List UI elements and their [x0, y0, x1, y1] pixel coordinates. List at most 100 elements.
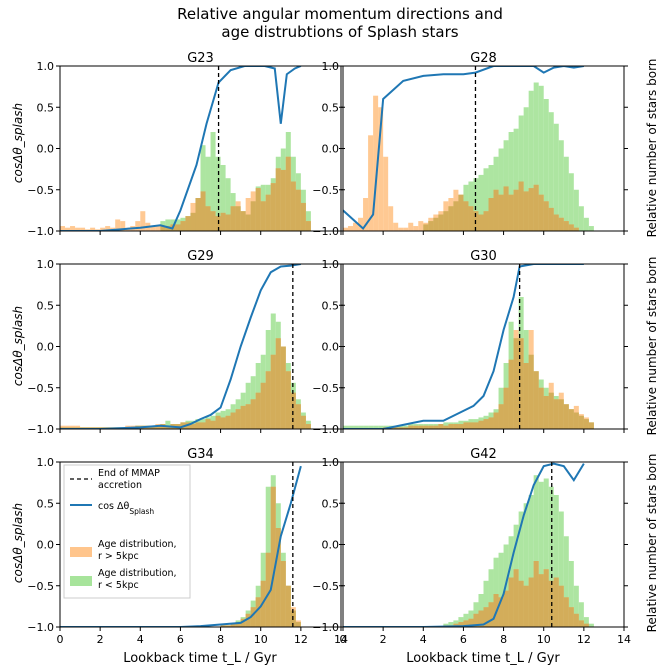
xtick-label: 4	[420, 633, 427, 646]
hist-overlap-bar	[533, 371, 539, 429]
xlabel-right: Lookback time t_L / Gyr	[406, 651, 560, 666]
ylabel-left-row2: cosΔθ_splash	[11, 306, 25, 386]
hist-outer-bar	[120, 221, 126, 231]
panel-G42: G42 −1.0 −0.5 0.0 0.5 1.0 0 2 4 6 8 10 12 14	[312, 447, 631, 646]
ytick-label: 0.5	[322, 101, 340, 114]
hist-overlap-bar	[175, 224, 181, 231]
ytick-label: −1.0	[312, 423, 339, 436]
hist-overlap-bar	[448, 424, 454, 429]
xtick-label: 6	[177, 633, 184, 646]
panel-frame	[342, 263, 625, 430]
hist-inner-bar	[518, 511, 524, 627]
legend-inner-label-2: r < 5kpc	[98, 580, 139, 591]
hist-outer-bar	[105, 226, 111, 231]
hist-overlap-bar	[483, 211, 489, 231]
hist-overlap-bar	[548, 392, 554, 429]
xtick-label: 8	[500, 633, 507, 646]
hist-overlap-bar	[305, 221, 311, 231]
hist-overlap-bar	[513, 338, 519, 429]
ytick-label: −0.5	[27, 184, 54, 197]
cos-line	[60, 465, 302, 627]
hist-overlap-bar	[290, 181, 296, 231]
hist-inner-bar	[528, 495, 534, 627]
hist-overlap-bar	[473, 613, 479, 627]
hist-outer-bar	[383, 156, 389, 231]
hist-overlap-bar	[443, 211, 449, 231]
hist-overlap-bar	[423, 425, 429, 429]
ytick-label: −1.0	[312, 225, 339, 238]
hist-inner-bar	[558, 511, 564, 627]
hist-overlap-bar	[543, 396, 549, 429]
panel-title: G29	[187, 249, 214, 264]
hist-overlap-bar	[413, 425, 419, 429]
hist-overlap-bar	[408, 425, 414, 429]
hist-overlap-bar	[225, 415, 231, 429]
hist-overlap-bar	[285, 371, 291, 429]
hist-overlap-bar	[503, 590, 509, 627]
panel-content	[60, 66, 311, 231]
hist-overlap-bar	[205, 419, 211, 429]
hist-inner-bar	[518, 115, 524, 231]
hist-inner-bar	[578, 602, 584, 627]
hist-overlap-bar	[483, 419, 489, 429]
hist-overlap-bar	[235, 206, 241, 231]
hist-inner-bar	[343, 425, 349, 429]
hist-overlap-bar	[295, 622, 301, 627]
hist-overlap-bar	[423, 224, 429, 231]
panel-G30: G30 −1.0 −0.5 0.0 0.5 1.0	[312, 249, 628, 436]
hist-overlap-bar	[568, 409, 574, 429]
hist-overlap-bar	[280, 346, 286, 429]
hist-inner-bar	[478, 174, 484, 231]
legend-outer-label-2: r > 5kpc	[98, 551, 139, 562]
ytick-label: 0.0	[322, 539, 340, 552]
hist-overlap-bar	[230, 412, 236, 429]
hist-overlap-bar	[468, 618, 474, 627]
hist-inner-bar	[205, 156, 211, 231]
hist-overlap-bar	[493, 412, 499, 429]
hist-outer-bar	[408, 222, 414, 231]
legend-inner-swatch	[70, 576, 92, 586]
hist-outer-bar	[80, 227, 86, 231]
hist-inner-bar	[523, 503, 529, 627]
hist-overlap-bar	[285, 585, 291, 627]
panel-content	[343, 66, 594, 231]
hist-overlap-bar	[558, 399, 564, 429]
xtick-label: 10	[537, 633, 551, 646]
hist-overlap-bar	[528, 354, 534, 429]
hist-outer-bar	[363, 198, 369, 231]
hist-overlap-bar	[265, 552, 271, 627]
hist-outer-bar	[413, 226, 419, 231]
hist-overlap-bar	[543, 201, 549, 231]
hist-overlap-bar	[463, 201, 469, 231]
hist-inner-bar	[528, 90, 534, 231]
hist-inner-bar	[538, 85, 544, 231]
hist-inner-bar	[588, 623, 594, 627]
hist-outer-bar	[150, 226, 156, 231]
hist-outer-bar	[100, 227, 106, 231]
hist-overlap-bar	[260, 201, 266, 231]
xtick-label: 10	[254, 633, 268, 646]
hist-inner-bar	[353, 425, 359, 429]
hist-outer-bar	[368, 135, 374, 231]
hist-inner-bar	[483, 168, 489, 231]
hist-outer-bar	[90, 227, 96, 231]
hist-overlap-bar	[250, 201, 256, 231]
hist-inner-bar	[483, 580, 489, 627]
hist-outer-bar	[418, 221, 424, 231]
ytick-label: 1.0	[322, 258, 340, 271]
panel-title: G28	[470, 51, 497, 66]
ylabel-left-row3: cosΔθ_splash	[11, 503, 25, 583]
hist-overlap-bar	[280, 169, 286, 231]
hist-overlap-bar	[200, 191, 206, 231]
hist-overlap-bar	[225, 214, 231, 231]
hist-overlap-bar	[195, 198, 201, 231]
legend: End of MMAP accretion cos ΔθSplash Age d…	[63, 464, 191, 599]
hist-outer-bar	[135, 221, 141, 231]
hist-overlap-bar	[403, 427, 409, 429]
hist-overlap-bar	[553, 214, 559, 231]
hist-overlap-bar	[275, 168, 281, 231]
hist-overlap-bar	[240, 618, 246, 627]
hist-overlap-bar	[230, 206, 236, 231]
legend-box	[63, 464, 191, 599]
hist-outer-bar	[388, 206, 394, 231]
